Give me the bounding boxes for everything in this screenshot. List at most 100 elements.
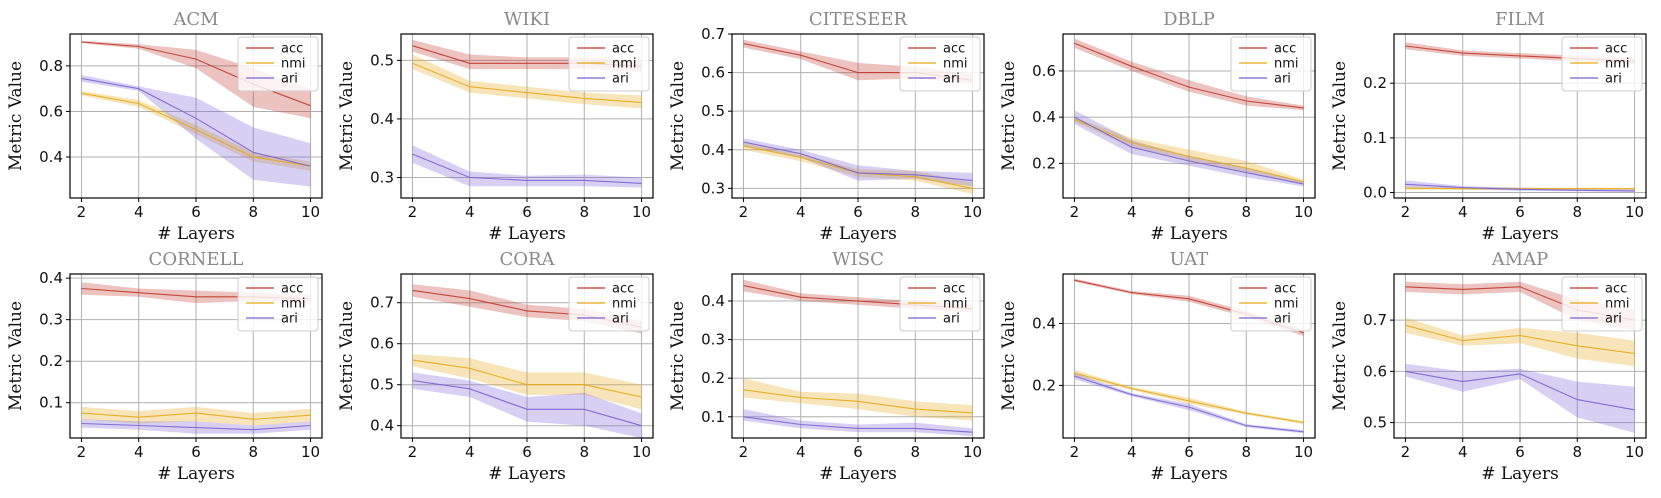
chart-acm: 2 4 6 8 10 0.4 0.6 0.8 ACM # Layers Metric Value ac…: [6, 9, 323, 244]
cora-acc-band: [412, 284, 642, 334]
amap-xtick-label-2: 2: [1401, 443, 1411, 461]
cora-xtick-label-8: 8: [579, 443, 589, 461]
film-legend-label-ari: ari: [1605, 72, 1622, 87]
dblp-ytick-label-0.4: 0.4: [1032, 108, 1056, 126]
wisc-legend-label-ari: ari: [943, 312, 960, 327]
film-xtick-label-6: 6: [1515, 203, 1525, 221]
cora-xtick-label-2: 2: [408, 443, 418, 461]
cornell-nmi-band: [81, 406, 311, 426]
wiki-xtick-label-6: 6: [522, 203, 532, 221]
citeseer-title: CITESEER: [809, 9, 908, 30]
cora-xtick-label-6: 6: [522, 443, 532, 461]
citeseer-ytick-label-0.3: 0.3: [701, 179, 725, 197]
citeseer-xtick-label-4: 4: [796, 203, 806, 221]
citeseer-ylabel: Metric Value: [668, 61, 688, 171]
wiki-xtick-label-4: 4: [465, 203, 475, 221]
citeseer-nmi-band: [743, 142, 973, 195]
film-ylabel: Metric Value: [1330, 61, 1350, 171]
acm-title: ACM: [172, 9, 218, 30]
acm-ytick-label-0.6: 0.6: [39, 102, 63, 120]
wiki-xlabel: # Layers: [488, 224, 566, 244]
uat-ari-line: [1074, 375, 1304, 433]
film-legend-box: [1561, 36, 1643, 92]
dblp-xtick-label-8: 8: [1241, 203, 1251, 221]
cora-legend-label-nmi: nmi: [612, 297, 637, 312]
film-ytick-label-0.2: 0.2: [1363, 74, 1387, 92]
cornell-ytick-label-0.1: 0.1: [39, 394, 63, 412]
chart-amap: 2 4 6 8 10 0.5 0.6 0.7 AMAP # Layers Metric Value a…: [1330, 249, 1647, 484]
cornell-title: CORNELL: [149, 249, 244, 270]
wisc-legend-label-nmi: nmi: [943, 297, 968, 312]
amap-ari-band: [1405, 363, 1635, 433]
uat-xtick-label-4: 4: [1127, 443, 1137, 461]
dblp-ari-line: [1074, 116, 1304, 185]
wiki-xtick-label-8: 8: [579, 203, 589, 221]
chart-citeseer: 2 4 6 8 10 0.3 0.4 0.5 0.6 0.7 CITESEER # Layers Met…: [668, 9, 985, 244]
acm-ytick-label-0.4: 0.4: [39, 148, 63, 166]
amap-ytick-label-0.7: 0.7: [1363, 311, 1387, 329]
dblp-legend-label-acc: acc: [1274, 42, 1296, 57]
wisc-legend-label-acc: acc: [943, 282, 965, 297]
amap-nmi-band: [1405, 317, 1635, 367]
dblp-title: DBLP: [1163, 9, 1215, 30]
cora-nmi-line: [412, 359, 642, 398]
wiki-ylabel: Metric Value: [337, 61, 357, 171]
dblp-xtick-label-6: 6: [1184, 203, 1194, 221]
film-xlabel: # Layers: [1481, 224, 1559, 244]
acm-legend-label-ari: ari: [281, 72, 298, 87]
wisc-nmi-line: [743, 389, 973, 414]
acm-legend-label-nmi: nmi: [281, 57, 306, 72]
acm-nmi-band: [81, 90, 311, 171]
acm-ytick-label-0.8: 0.8: [39, 57, 63, 75]
amap-xlabel: # Layers: [1481, 464, 1559, 484]
cornell-xtick-label-10: 10: [301, 443, 320, 461]
cora-legend-box: [568, 276, 650, 332]
wisc-ytick-label-0.2: 0.2: [701, 369, 725, 387]
citeseer-xtick-label-10: 10: [963, 203, 982, 221]
acm-xtick-label-2: 2: [77, 203, 87, 221]
acm-legend-label-acc: acc: [281, 42, 303, 57]
film-xtick-label-2: 2: [1401, 203, 1411, 221]
wiki-legend-box: [568, 36, 650, 92]
wisc-legend-box: [899, 276, 981, 332]
cornell-ytick-label-0.2: 0.2: [39, 352, 63, 370]
cornell-xtick-label-8: 8: [248, 443, 258, 461]
acm-ylabel: Metric Value: [6, 61, 26, 171]
wiki-legend-label-acc: acc: [612, 42, 634, 57]
wiki-ari-line: [412, 153, 642, 184]
film-ytick-label-0.0: 0.0: [1363, 184, 1387, 202]
cornell-ytick-label-0.3: 0.3: [39, 311, 63, 329]
chart-cora: 2 4 6 8 10 0.4 0.5 0.6 0.7 CORA # Layers Metric Val…: [337, 249, 654, 484]
cornell-xtick-label-4: 4: [134, 443, 144, 461]
cora-legend-label-acc: acc: [612, 282, 634, 297]
cora-ylabel: Metric Value: [337, 301, 357, 411]
wisc-ytick-label-0.4: 0.4: [701, 292, 725, 310]
dblp-xtick-label-10: 10: [1294, 203, 1313, 221]
wisc-xlabel: # Layers: [819, 464, 897, 484]
citeseer-legend-label-nmi: nmi: [943, 57, 968, 72]
uat-xtick-label-6: 6: [1184, 443, 1194, 461]
film-xtick-label-10: 10: [1625, 203, 1644, 221]
wisc-ari-band: [743, 409, 973, 437]
amap-ylabel: Metric Value: [1330, 301, 1350, 411]
acm-nmi-line: [81, 92, 311, 167]
amap-ari-line: [1405, 370, 1635, 411]
wisc-xtick-label-10: 10: [963, 443, 982, 461]
cornell-ytick-label-0.4: 0.4: [39, 269, 63, 287]
amap-ytick-label-0.5: 0.5: [1363, 414, 1387, 432]
citeseer-ari-line: [743, 141, 973, 182]
amap-xtick-label-6: 6: [1515, 443, 1525, 461]
citeseer-ytick-label-0.6: 0.6: [701, 64, 725, 82]
citeseer-xtick-label-2: 2: [739, 203, 749, 221]
chart-wisc: 2 4 6 8 10 0.1 0.2 0.3 0.4 WISC # Layers Metric Val…: [668, 249, 985, 484]
cora-ytick-label-0.4: 0.4: [370, 417, 394, 435]
acm-xtick-label-4: 4: [134, 203, 144, 221]
cora-xtick-label-10: 10: [632, 443, 651, 461]
amap-legend-label-nmi: nmi: [1605, 297, 1630, 312]
dblp-ari-band: [1074, 110, 1304, 187]
uat-ytick-label-0.2: 0.2: [1032, 376, 1056, 394]
